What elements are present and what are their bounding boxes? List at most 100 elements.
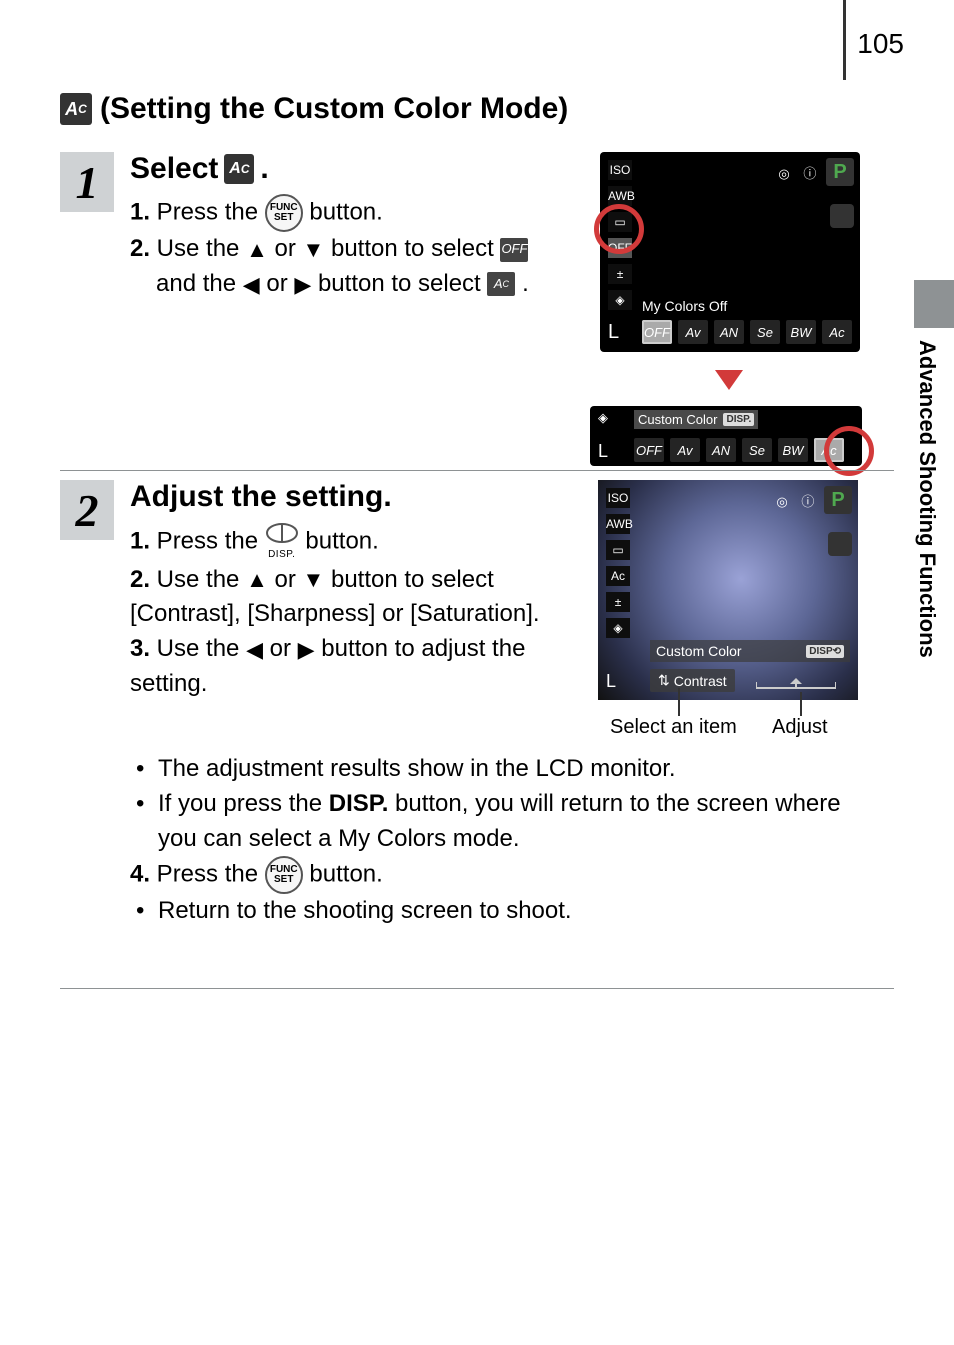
custom-color-icon: AC <box>487 272 515 296</box>
text: or <box>270 635 298 662</box>
text: button to select <box>331 235 500 262</box>
camera-screen-custom-color-adjust: ISO AWB ▭ Ac ± ◈ ◎ ⓘ P Custom Color DISP… <box>598 480 858 700</box>
step-2-substep-2: 2. Use the ▲ or ▼ button to select [Cont… <box>130 563 580 633</box>
step-1-title-prefix: Select <box>130 152 218 186</box>
page-number-divider <box>843 0 846 80</box>
custom-color-icon: AC <box>60 93 92 125</box>
chip-off: OFF <box>634 438 664 462</box>
text: button. <box>305 528 378 555</box>
iso-icon: ISO <box>608 160 632 180</box>
text: Press the <box>150 861 265 888</box>
bullet-return-shooting: Return to the shooting screen to shoot. <box>130 894 850 929</box>
chip-bw: BW <box>786 320 816 344</box>
step-1-substep-2: 2. Use the ▲ or ▼ button to select OFF a… <box>130 232 570 302</box>
chip-vivid: Av <box>670 438 700 462</box>
right-arrow-icon: ▶ <box>294 269 311 301</box>
highlight-circle <box>594 204 644 254</box>
disp-text: DISP. <box>329 790 389 817</box>
text: Use the <box>150 635 246 662</box>
text: Use the <box>150 566 246 593</box>
text: If you press the <box>158 790 329 817</box>
substep-number: 4. <box>130 861 150 888</box>
caption-adjust: Adjust <box>772 716 828 739</box>
awb-icon: AWB <box>606 514 630 534</box>
camera-screen-my-colors-off: ISO AWB ▭ OFF ± ◈ ◎ ⓘ P My Colors Off OF… <box>600 152 860 352</box>
page-number: 105 <box>857 28 904 60</box>
chip-sepia: Se <box>742 438 772 462</box>
text: Press the <box>150 528 265 555</box>
size-l-icon: L <box>598 441 608 462</box>
text: . <box>522 270 529 297</box>
target-icon: ◎ <box>778 166 789 181</box>
custom-color-icon: AC <box>224 154 254 184</box>
drive-icon: ▭ <box>606 540 630 560</box>
contrast-selector: ⇅ Contrast <box>650 669 735 692</box>
my-colors-off-label: My Colors Off <box>642 298 727 314</box>
disp-return-tag: DISP⟲ <box>806 645 844 658</box>
down-arrow-icon: ▼ <box>303 234 325 266</box>
exposure-icon: ± <box>606 592 630 612</box>
screen-sidebar: ISO AWB ▭ Ac ± ◈ <box>606 488 630 638</box>
chip-neutral: AN <box>706 438 736 462</box>
custom-color-label: Custom Color <box>656 643 742 659</box>
image-stabilizer-icon <box>830 204 854 228</box>
program-mode-icon: P <box>824 486 852 514</box>
section-heading: AC (Setting the Custom Color Mode) <box>60 92 568 126</box>
step-2-substep-1: 1. Press the DISP. button. <box>130 522 580 563</box>
step-1-number: 1 <box>60 152 114 212</box>
right-arrow-icon: ▶ <box>298 634 315 666</box>
side-tab-marker <box>914 280 954 328</box>
disp-button-icon: DISP. <box>265 522 299 563</box>
disp-label: DISP. <box>268 548 295 563</box>
custom-color-bar: Custom Color DISP⟲ <box>650 640 850 662</box>
chip-custom: Ac <box>822 320 852 344</box>
substep-number: 1. <box>130 528 150 555</box>
timer-icon: ⓘ <box>803 166 816 181</box>
substep-number: 1. <box>130 198 150 225</box>
func-set-button-icon: FUNCSET <box>265 194 303 232</box>
off-icon: OFF <box>500 238 528 262</box>
up-down-icon: ⇅ <box>658 672 670 689</box>
awb-icon: AWB <box>608 186 632 206</box>
chip-off: OFF <box>642 320 672 344</box>
step-2-substeps: 1. Press the DISP. button. 2. Use the ▲ … <box>130 522 580 702</box>
substep-number: 3. <box>130 635 150 662</box>
exposure-icon: ± <box>608 264 632 284</box>
adjust-slider <box>756 678 836 690</box>
highlight-circle <box>824 426 874 476</box>
chip-neutral: AN <box>714 320 744 344</box>
text: button to select <box>318 270 487 297</box>
step-divider <box>60 988 894 989</box>
timer-icon: ⓘ <box>801 494 814 509</box>
step-2-substep-4: 4. Press the FUNCSET button. <box>130 856 850 894</box>
iso-icon: ISO <box>606 488 630 508</box>
step-1-title-suffix: . <box>260 152 268 186</box>
side-tab: Advanced Shooting Functions <box>914 150 954 890</box>
custom-color-icon: Ac <box>606 566 630 586</box>
disp-tag: DISP. <box>723 413 754 426</box>
text: Press the <box>150 198 265 225</box>
step-divider <box>60 470 894 471</box>
my-colors-chip-row: OFF Av AN Se BW Ac <box>634 438 844 462</box>
custom-color-label: Custom Color <box>638 412 717 427</box>
camera-screen-custom-color-strip: ◈ L Custom Color DISP. OFF Av AN Se BW A… <box>590 406 862 466</box>
caption-select-item: Select an item <box>610 716 737 739</box>
text: or <box>275 566 303 593</box>
program-mode-icon: P <box>826 158 854 186</box>
func-set-button-icon: FUNCSET <box>265 856 303 894</box>
chip-bw: BW <box>778 438 808 462</box>
pointer-line <box>678 688 680 716</box>
screen-top-right: ◎ ⓘ P <box>778 158 854 231</box>
left-arrow-icon: ◀ <box>246 634 263 666</box>
text: or <box>275 235 303 262</box>
custom-color-bar: Custom Color DISP. <box>634 410 758 429</box>
step-2-lower-text: The adjustment results show in the LCD m… <box>130 752 850 929</box>
down-arrow-indicator <box>715 370 743 390</box>
bullet-lcd-monitor: The adjustment results show in the LCD m… <box>130 752 850 787</box>
target-icon: ◎ <box>776 494 787 509</box>
side-tab-label: Advanced Shooting Functions <box>914 340 940 658</box>
size-l-icon: L <box>608 321 619 344</box>
text: button. <box>309 198 382 225</box>
text: and the <box>130 270 243 297</box>
text: Use the <box>150 235 246 262</box>
